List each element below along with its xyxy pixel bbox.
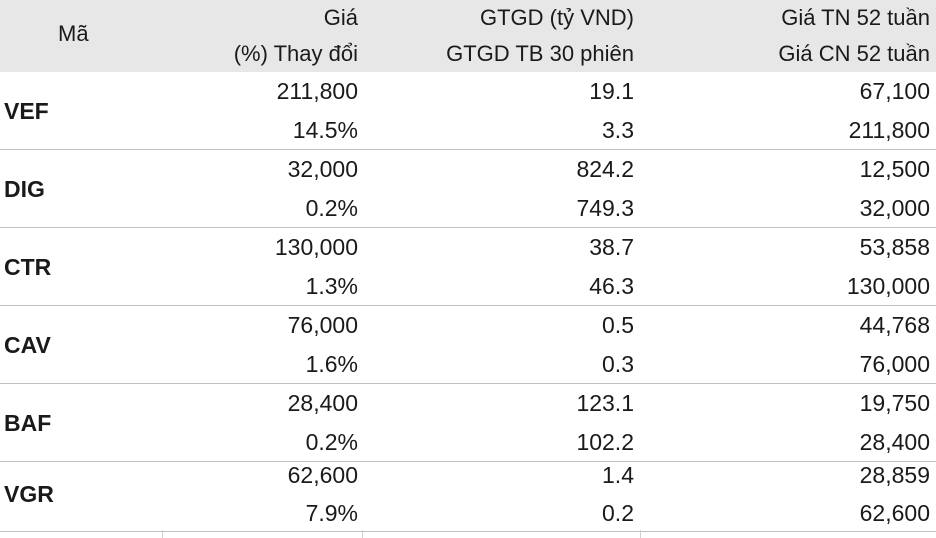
- high-52w-cell: 32,000: [859, 195, 930, 221]
- avg-trade-value-cell: 0.2: [602, 500, 634, 526]
- table-row: VEF 211,800 14.5% 19.1 3.3 67,100 211,80…: [0, 72, 936, 150]
- header-trade-value: GTGD (tỷ VND): [480, 5, 634, 30]
- header-price: Giá: [323, 5, 358, 30]
- price-cell: 32,000: [287, 156, 358, 182]
- ticker-cell: VGR: [4, 481, 54, 507]
- high-52w-cell: 28,400: [859, 429, 930, 455]
- trade-value-cell: 1.4: [602, 462, 634, 488]
- header-ticker: Mã: [58, 21, 89, 46]
- ticker-cell: CTR: [4, 254, 52, 280]
- price-cell: 62,600: [287, 462, 358, 488]
- price-cell: 211,800: [276, 78, 358, 104]
- table-row: CTR 130,000 1.3% 38.7 46.3 53,858 130,00…: [0, 228, 936, 306]
- table-header: Mã Giá (%) Thay đổi GTGD (tỷ VND) GTGD T…: [0, 0, 936, 72]
- column-divider: [362, 530, 363, 538]
- table-row: CAV 76,000 1.6% 0.5 0.3 44,768 76,000: [0, 306, 936, 384]
- header-avg-trade-value: GTGD TB 30 phiên: [446, 41, 634, 66]
- change-cell: 0.2%: [305, 429, 358, 455]
- avg-trade-value-cell: 46.3: [589, 273, 634, 299]
- high-52w-cell: 76,000: [859, 351, 930, 377]
- price-cell: 130,000: [274, 234, 358, 260]
- low-52w-cell: 12,500: [859, 156, 930, 182]
- change-cell: 14.5%: [292, 117, 358, 143]
- avg-trade-value-cell: 102.2: [576, 429, 634, 455]
- column-divider: [640, 530, 641, 538]
- avg-trade-value-cell: 0.3: [602, 351, 634, 377]
- trade-value-cell: 38.7: [589, 234, 634, 260]
- trade-value-cell: 123.1: [576, 390, 634, 416]
- change-cell: 0.2%: [305, 195, 358, 221]
- trade-value-cell: 0.5: [602, 312, 634, 338]
- ticker-cell: DIG: [4, 176, 45, 202]
- header-52w-low: Giá TN 52 tuần: [781, 5, 930, 30]
- change-cell: 7.9%: [305, 500, 358, 526]
- table-row: VGR 62,600 7.9% 1.4 0.2 28,859 62,600: [0, 456, 936, 532]
- low-52w-cell: 67,100: [859, 78, 930, 104]
- change-cell: 1.6%: [305, 351, 358, 377]
- high-52w-cell: 62,600: [859, 500, 930, 526]
- high-52w-cell: 211,800: [848, 117, 930, 143]
- high-52w-cell: 130,000: [846, 273, 930, 299]
- table-row: BAF 28,400 0.2% 123.1 102.2 19,750 28,40…: [0, 384, 936, 462]
- avg-trade-value-cell: 3.3: [602, 117, 634, 143]
- trade-value-cell: 19.1: [589, 78, 634, 104]
- ticker-cell: CAV: [4, 332, 51, 358]
- header-change: (%) Thay đổi: [233, 41, 358, 66]
- avg-trade-value-cell: 749.3: [576, 195, 634, 221]
- low-52w-cell: 19,750: [859, 390, 930, 416]
- price-cell: 76,000: [287, 312, 358, 338]
- table-row: DIG 32,000 0.2% 824.2 749.3 12,500 32,00…: [0, 150, 936, 228]
- ticker-cell: BAF: [4, 410, 52, 436]
- low-52w-cell: 28,859: [859, 462, 930, 488]
- change-cell: 1.3%: [305, 273, 358, 299]
- price-cell: 28,400: [287, 390, 358, 416]
- trade-value-cell: 824.2: [576, 156, 634, 182]
- low-52w-cell: 44,768: [859, 312, 930, 338]
- header-52w-high: Giá CN 52 tuần: [778, 41, 930, 66]
- column-divider: [162, 530, 163, 538]
- low-52w-cell: 53,858: [859, 234, 930, 260]
- ticker-cell: VEF: [4, 98, 49, 124]
